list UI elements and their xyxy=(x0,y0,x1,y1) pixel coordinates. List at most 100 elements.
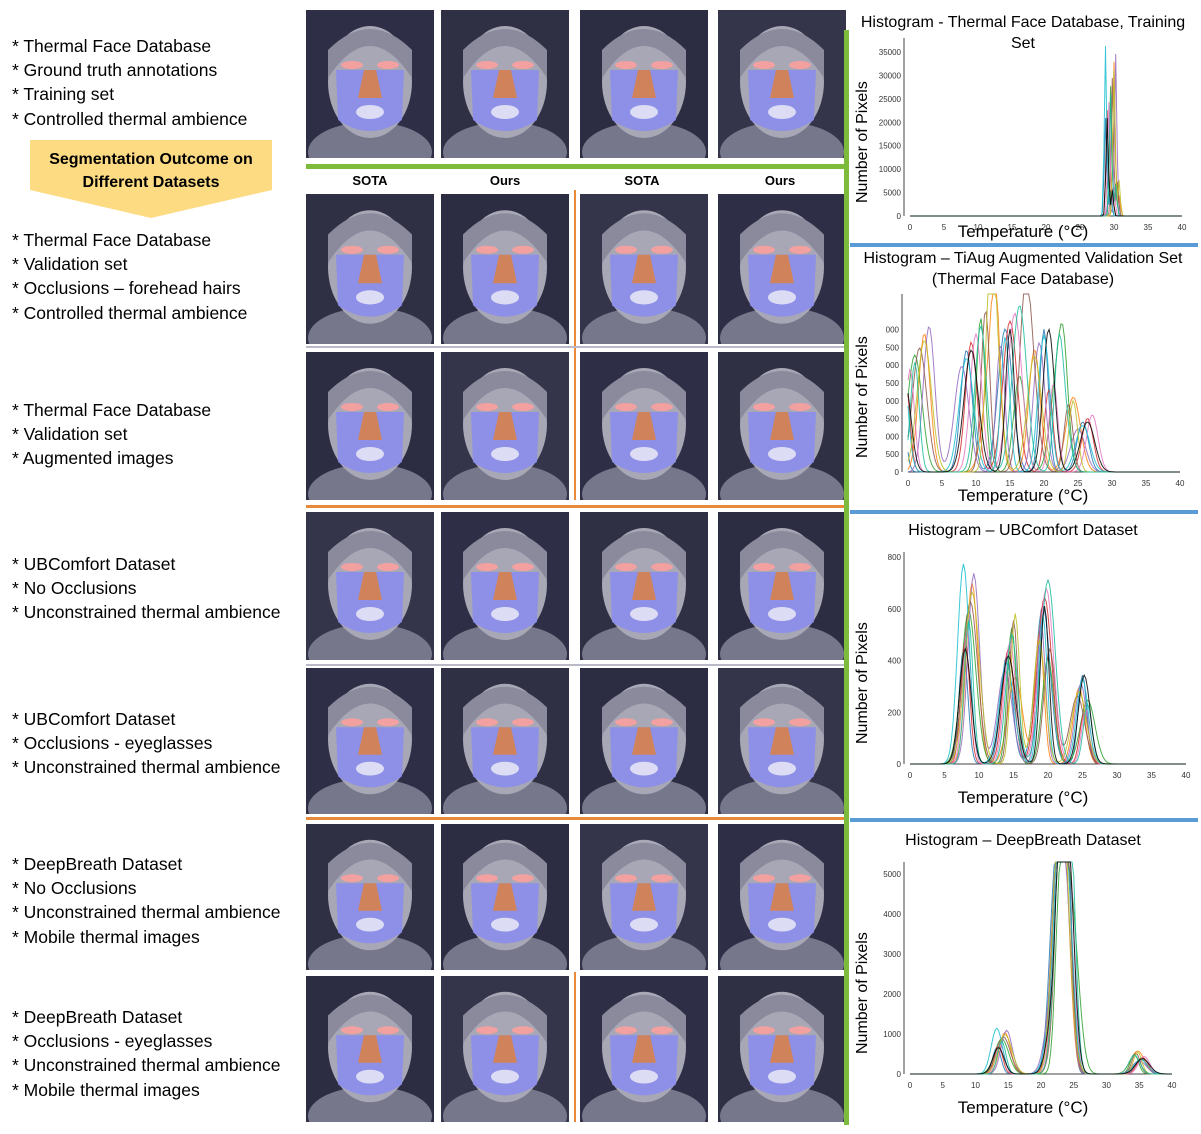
y-tick-label: 0 xyxy=(895,468,900,477)
histogram-series-line xyxy=(910,94,1182,217)
histogram-plot: 0 5 10 15 20 25 30 35 40 0 5000 10000 15000 20000 2500… xyxy=(879,38,1187,232)
histogram-series-line xyxy=(910,86,1182,217)
segmentation-outcome-banner: Segmentation Outcome on Different Datase… xyxy=(30,140,272,218)
description-block: * UBComfort Dataset * Occlusions - eyegla… xyxy=(12,707,280,780)
histogram-series-line xyxy=(910,69,1182,217)
x-tick-label: 25 xyxy=(1076,223,1085,232)
histogram-chart: Histogram – UBComfort Dataset 0 5 10 15 20 25 3… xyxy=(848,516,1198,816)
orange-separator-1 xyxy=(306,505,844,508)
y-tick-label: 25000 xyxy=(879,95,902,104)
description-line: * Occlusions – forehead hairs xyxy=(12,278,241,299)
histogram-series-line xyxy=(910,861,1172,1075)
x-axis-title: Temperature (°C) xyxy=(957,788,1089,807)
x-tick-label: 35 xyxy=(1147,771,1156,780)
x-tick-label: 35 xyxy=(1144,223,1153,232)
x-tick-label: 40 xyxy=(1176,479,1185,488)
histogram-series-line xyxy=(910,861,1172,1075)
x-tick-label: 0 xyxy=(908,223,913,232)
histogram-title: Histogram – UBComfort Dataset xyxy=(908,522,1138,539)
description-block: * Thermal Face Database * Validation set *… xyxy=(12,398,211,471)
description-line: * Mobile thermal images xyxy=(12,1079,200,1100)
histogram-series-line xyxy=(910,118,1182,217)
description-block: * Thermal Face Database * Ground truth an… xyxy=(12,34,247,131)
thermal-face-thumbnail xyxy=(580,352,708,500)
x-tick-label: 15 xyxy=(1009,771,1018,780)
thermal-face-thumbnail xyxy=(580,976,708,1122)
x-tick-label: 40 xyxy=(1182,771,1191,780)
description-line: * Validation set xyxy=(12,424,128,445)
histogram-series-line xyxy=(907,326,1180,473)
thermal-face-thumbnail xyxy=(306,194,434,344)
column-header-sota-1: SOTA xyxy=(352,173,388,188)
thermal-face-thumbnail xyxy=(441,668,569,814)
description-block: * UBComfort Dataset * No Occlusions * Unco… xyxy=(12,552,280,625)
x-tick-label: 15 xyxy=(1008,223,1017,232)
description-line: * Unconstrained thermal ambience xyxy=(12,602,281,623)
description-line: * Training set xyxy=(12,84,115,105)
histogram-series-line xyxy=(910,77,1182,217)
thermal-face-thumbnail xyxy=(718,512,846,660)
histogram-chart: Histogram – TiAug Augmented Validation S… xyxy=(848,248,1198,510)
x-tick-label: 10 xyxy=(972,479,981,488)
y-tick-label: 0 xyxy=(897,760,902,769)
thermal-face-thumbnail xyxy=(580,10,708,158)
blue-separator-2 xyxy=(850,510,1198,514)
x-tick-label: 40 xyxy=(1168,1081,1177,1090)
thermal-face-thumbnail xyxy=(580,668,708,814)
x-tick-label: 15 xyxy=(1006,479,1015,488)
thermal-face-thumbnail xyxy=(306,976,434,1122)
histogram-series-line xyxy=(910,606,1186,765)
green-vertical-separator xyxy=(844,30,849,1125)
banner-line-2: Different Datasets xyxy=(82,174,220,191)
description-block: * DeepBreath Dataset * No Occlusions * Unc… xyxy=(12,852,280,949)
description-line: * Unconstrained thermal ambience xyxy=(12,1055,281,1076)
x-axis-title: Temperature (°C) xyxy=(957,486,1089,505)
description-block: * DeepBreath Dataset * Occlusions - eyegl… xyxy=(12,1005,280,1102)
description-line: * DeepBreath Dataset xyxy=(12,854,183,874)
histogram-series-line xyxy=(910,861,1172,1075)
thermal-face-thumbnail xyxy=(441,824,569,970)
histogram-series-line xyxy=(910,110,1182,217)
thermal-face-thumbnail xyxy=(441,194,569,344)
y-tick-label: 0 xyxy=(897,212,902,221)
histogram-series-line xyxy=(910,861,1172,1075)
x-tick-label: 25 xyxy=(1074,479,1083,488)
x-tick-label: 20 xyxy=(1037,1081,1046,1090)
y-tick-label: 800 xyxy=(888,553,902,562)
y-tick-label: 000 xyxy=(886,361,900,370)
orange-vertical-separator-2 xyxy=(574,972,576,1122)
thermal-face-thumbnail xyxy=(306,10,434,158)
banner-line-1: Segmentation Outcome on xyxy=(49,151,253,168)
y-tick-label: 30000 xyxy=(879,71,902,80)
thermal-face-thumbnail xyxy=(441,512,569,660)
description-line: * Unconstrained thermal ambience xyxy=(12,757,281,778)
y-tick-label: 5000 xyxy=(883,189,901,198)
thermal-face-thumbnail xyxy=(718,10,846,158)
thermal-face-thumbnail xyxy=(306,668,434,814)
description-line: * Augmented images xyxy=(12,448,174,469)
gray-separator-2 xyxy=(306,664,844,666)
x-tick-label: 0 xyxy=(908,1081,913,1090)
y-tick-label: 500 xyxy=(886,343,900,352)
thermal-face-thumbnail xyxy=(441,976,569,1122)
x-tick-label: 40 xyxy=(1178,223,1187,232)
x-tick-label: 10 xyxy=(971,1081,980,1090)
thermal-face-thumbnail xyxy=(306,824,434,970)
histogram-chart: Histogram – DeepBreath Dataset 0 5 10 15 20 25… xyxy=(848,826,1198,1126)
histogram-series-line xyxy=(910,861,1172,1075)
histogram-series-line xyxy=(910,861,1172,1075)
green-separator xyxy=(306,164,844,169)
x-axis-title: Temperature (°C) xyxy=(957,1098,1089,1117)
x-tick-label: 20 xyxy=(1040,479,1049,488)
y-tick-label: 15000 xyxy=(879,142,902,151)
y-axis-title: Number of Pixels xyxy=(854,81,871,203)
x-tick-label: 25 xyxy=(1078,771,1087,780)
histogram-chart: Histogram - Thermal Face Database, Train… xyxy=(848,8,1198,244)
thermal-face-thumbnail xyxy=(441,10,569,158)
y-tick-label: 500 xyxy=(886,450,900,459)
histogram-series-line xyxy=(910,861,1172,1075)
y-tick-label: 5000 xyxy=(883,870,901,879)
y-axis-title: Number of Pixels xyxy=(854,622,871,744)
y-tick-label: 000 xyxy=(886,326,900,335)
description-line: * Thermal Face Database xyxy=(12,36,212,56)
